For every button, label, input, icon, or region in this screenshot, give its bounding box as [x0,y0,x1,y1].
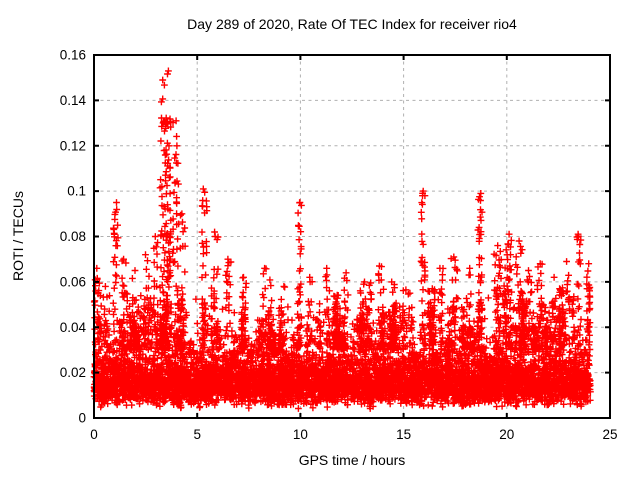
tick-marks [93,54,611,419]
y-tick-label: 0.1 [67,184,86,199]
y-tick-label: 0.04 [60,320,87,335]
y-tick-label: 0.02 [60,365,86,380]
x-tick-label: 15 [396,427,411,442]
y-tick-label: 0.06 [60,274,86,289]
y-tick-label: 0.08 [60,229,86,244]
y-tick-label: 0 [78,411,86,426]
x-tick-label: 5 [193,427,201,442]
x-tick-label: 20 [499,427,514,442]
x-tick-label: 0 [90,427,98,442]
y-tick-label: 0.14 [60,93,87,108]
x-tick-label: 10 [293,427,308,442]
chart-title: Day 289 of 2020, Rate Of TEC Index for r… [187,16,517,32]
x-axis-label: GPS time / hours [298,452,406,468]
y-tick-label: 0.16 [60,48,86,63]
y-tick-label: 0.12 [60,138,86,153]
scatter-points [90,67,594,412]
x-tick-label: 25 [602,427,617,442]
